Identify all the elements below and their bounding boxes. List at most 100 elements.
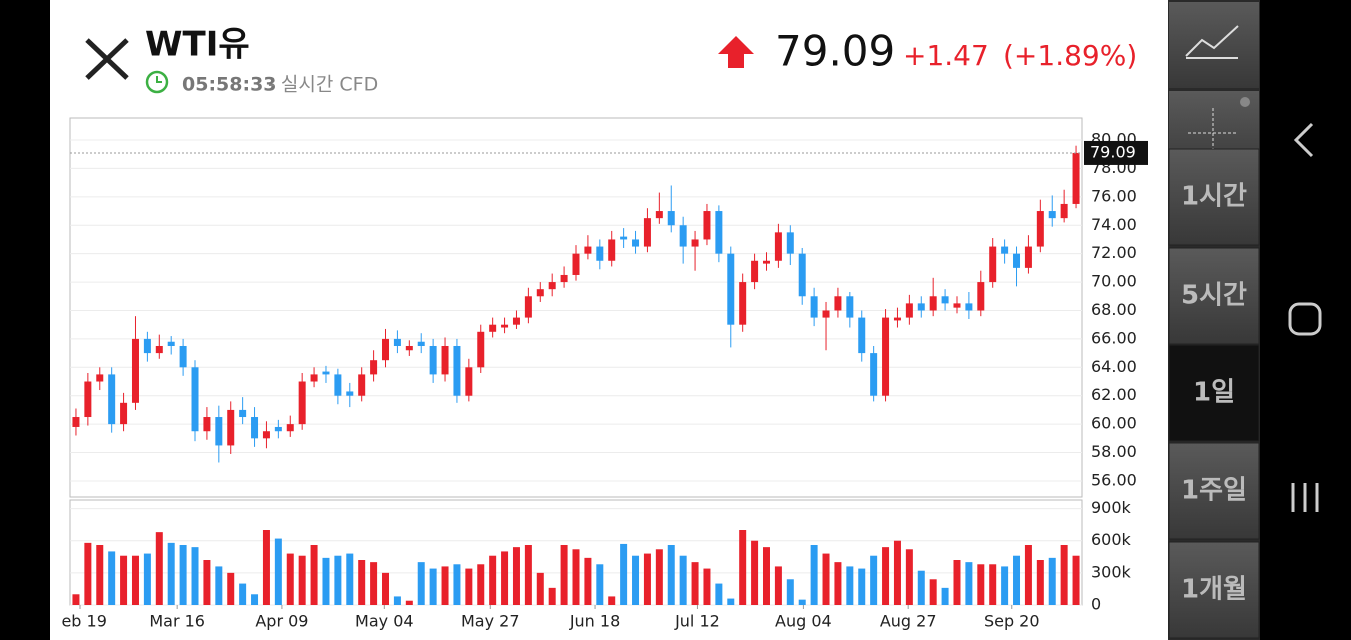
candle-body	[1060, 203, 1068, 219]
candle-body	[274, 426, 282, 432]
candle-body	[882, 317, 890, 396]
candle-body	[322, 371, 330, 375]
volume-bar	[310, 545, 318, 605]
candle-body	[239, 409, 247, 418]
candle-body	[84, 381, 92, 418]
volume-bar	[346, 553, 354, 605]
candle-body	[905, 303, 913, 318]
candle-body	[667, 211, 675, 226]
candle-body	[382, 338, 390, 361]
volume-bar	[298, 555, 306, 605]
volume-bar	[977, 564, 985, 605]
volume-bar	[393, 596, 401, 605]
candle-body	[96, 374, 104, 382]
volume-bar	[786, 579, 794, 605]
volume-bar	[739, 530, 747, 605]
volume-bar	[501, 551, 509, 605]
volume-bar	[548, 587, 556, 605]
volume-bar	[465, 568, 473, 605]
y-tick-label: 66.00	[1091, 328, 1137, 347]
close-button[interactable]	[85, 38, 129, 80]
candle-body	[155, 345, 163, 354]
interval-button[interactable]	[1168, 442, 1260, 540]
candle-body	[1024, 246, 1032, 268]
candle-body	[370, 360, 378, 375]
interval-label: 5시간	[1181, 281, 1247, 311]
interval-button[interactable]	[1168, 247, 1260, 345]
candle-body	[1001, 246, 1009, 254]
candle-body	[334, 374, 342, 396]
candle-body	[179, 345, 187, 368]
interval-button[interactable]	[1168, 541, 1260, 639]
recent-button[interactable]	[1291, 483, 1319, 512]
candle-body	[1036, 211, 1044, 247]
volume-bar	[1072, 555, 1080, 605]
volume-bar	[679, 555, 687, 605]
volume-bar	[882, 547, 890, 605]
volume-bar	[798, 599, 806, 605]
candle-body	[977, 282, 985, 311]
price: 79.09	[775, 27, 895, 76]
volume-bar	[477, 564, 485, 605]
interval-button[interactable]	[1168, 148, 1260, 246]
volume-bar	[905, 549, 913, 605]
home-button[interactable]	[1288, 302, 1322, 336]
candle-body	[1013, 253, 1021, 268]
volume-bar	[989, 564, 997, 605]
y-tick-label: 600k	[1091, 530, 1132, 549]
x-tick-label: Aug 04	[775, 612, 832, 631]
volume-bar	[929, 579, 937, 605]
volume-bar	[584, 557, 592, 605]
volume-bar	[870, 555, 878, 605]
candle-body	[1072, 152, 1080, 204]
back-button[interactable]	[1293, 122, 1314, 158]
candle-body	[858, 317, 866, 354]
title: WTI유	[145, 25, 250, 65]
x-tick-label: Apr 09	[255, 612, 308, 631]
interval-button[interactable]	[1168, 344, 1260, 442]
candle-body	[286, 424, 294, 432]
candle-body	[608, 239, 616, 261]
candle-body	[810, 296, 818, 318]
candle-body	[691, 239, 699, 247]
volume-bar	[274, 538, 282, 605]
volume-bar	[620, 543, 628, 605]
candle-body	[524, 296, 532, 318]
y-tick-label: 62.00	[1091, 385, 1137, 404]
volume-bar	[941, 587, 949, 605]
volume-bar	[96, 545, 104, 605]
candle-body	[72, 417, 80, 427]
y-tick-label: 900k	[1091, 498, 1132, 517]
candle-body	[215, 417, 223, 446]
volume-bar	[810, 545, 818, 605]
volume-bar	[703, 568, 711, 605]
candle-body	[536, 289, 544, 297]
volume-bar	[262, 530, 270, 605]
volume-bar	[143, 553, 151, 605]
x-tick-label: May 04	[355, 612, 414, 631]
volume-bar	[1048, 557, 1056, 605]
volume-bar	[405, 600, 413, 605]
volume-bar	[1013, 555, 1021, 605]
candle-body	[1048, 211, 1056, 219]
y-tick-label: 68.00	[1091, 300, 1137, 319]
volume-bar	[489, 555, 497, 605]
candle-body	[870, 353, 878, 396]
volume-bar	[155, 532, 163, 605]
volume-bar	[179, 545, 187, 605]
volume-bar	[655, 549, 663, 605]
volume-bar	[822, 553, 830, 605]
volume-bar	[227, 572, 235, 605]
indicator-dot	[1240, 97, 1250, 107]
x-tick-label: Jun 18	[569, 612, 620, 631]
x-tick-label: Aug 27	[880, 612, 937, 631]
clock-icon	[145, 70, 169, 94]
candle-body	[548, 282, 556, 290]
chart-type-button[interactable]	[1169, 2, 1259, 88]
volume-bar	[1060, 545, 1068, 605]
volume-bar	[286, 553, 294, 605]
candle-body	[405, 345, 413, 351]
candle-body	[893, 317, 901, 321]
y-tick-label: 300k	[1091, 562, 1132, 581]
